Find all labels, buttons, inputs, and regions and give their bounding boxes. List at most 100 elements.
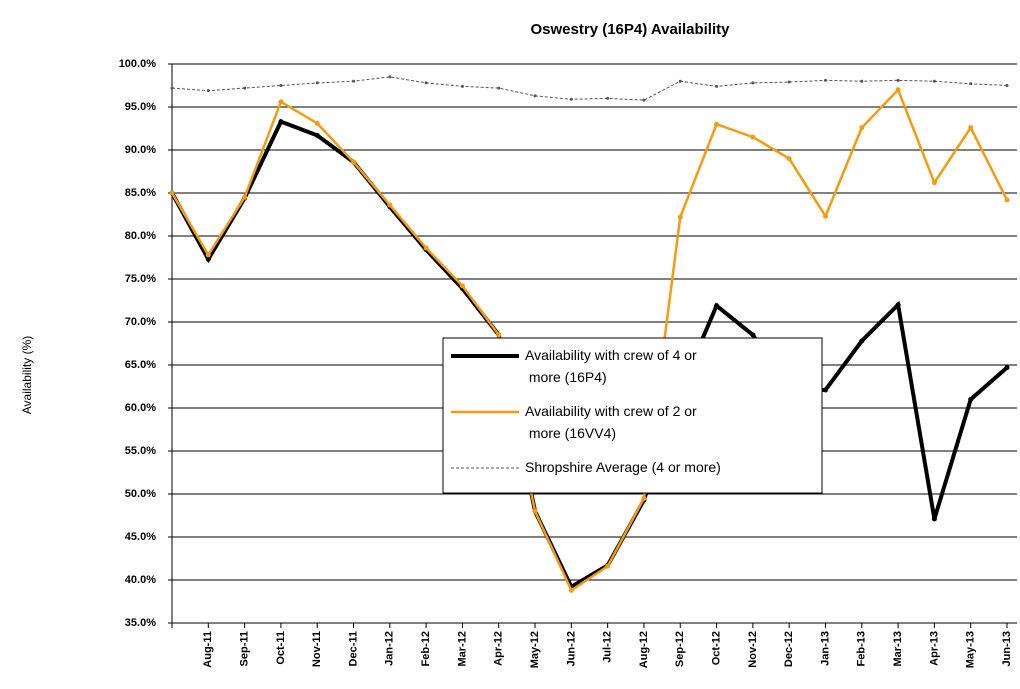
x-tick-label: May-12 bbox=[529, 631, 541, 668]
y-tick-label: 65.0% bbox=[125, 359, 156, 371]
legend-label: Availability with crew of 4 or more (16P… bbox=[525, 347, 697, 385]
point bbox=[459, 283, 465, 289]
point bbox=[352, 79, 356, 83]
point bbox=[387, 202, 393, 208]
point bbox=[968, 125, 974, 131]
point bbox=[206, 89, 210, 93]
point bbox=[314, 120, 320, 126]
x-tick-label: Aug-12 bbox=[638, 631, 650, 668]
point bbox=[351, 159, 357, 165]
x-tick-label: Oct-11 bbox=[275, 631, 287, 665]
y-axis-label: Availability (%) bbox=[20, 336, 34, 414]
point bbox=[279, 84, 283, 87]
point bbox=[1005, 84, 1009, 87]
point bbox=[423, 245, 429, 251]
point bbox=[931, 180, 937, 186]
y-tick-label: 35.0% bbox=[125, 617, 156, 629]
x-tick-label: Jan-13 bbox=[819, 631, 831, 666]
point bbox=[968, 396, 974, 402]
legend-box bbox=[442, 337, 823, 494]
x-tick-label: Feb-13 bbox=[856, 631, 868, 666]
x-tick-label: Feb-12 bbox=[420, 631, 432, 666]
chart-title: Oswestry (16P4) Availability bbox=[531, 21, 731, 38]
point bbox=[1004, 197, 1010, 203]
point bbox=[497, 86, 501, 90]
point bbox=[605, 563, 611, 569]
point bbox=[859, 125, 865, 131]
x-tick-label: Apr-13 bbox=[928, 631, 940, 666]
y-tick-label: 55.0% bbox=[125, 445, 156, 457]
y-tick-label: 100.0% bbox=[119, 58, 157, 70]
y-tick-label: 75.0% bbox=[125, 273, 156, 285]
x-tick-label: Dec-12 bbox=[783, 631, 795, 667]
point bbox=[714, 121, 720, 127]
legend-label: Availability with crew of 2 or more (16V… bbox=[525, 403, 697, 441]
y-tick-label: 80.0% bbox=[125, 230, 156, 242]
point bbox=[860, 79, 864, 83]
point bbox=[243, 86, 247, 90]
y-tick-label: 95.0% bbox=[125, 101, 156, 113]
x-tick-label: Mar-13 bbox=[892, 631, 904, 666]
point bbox=[786, 156, 792, 162]
point bbox=[895, 87, 901, 93]
point bbox=[895, 302, 901, 308]
point bbox=[859, 338, 865, 344]
point bbox=[532, 508, 538, 514]
point bbox=[533, 94, 537, 98]
x-tick-label: May-13 bbox=[965, 631, 977, 668]
point bbox=[278, 99, 284, 105]
point bbox=[242, 194, 248, 200]
x-tick-label: Oct-12 bbox=[710, 631, 722, 665]
x-tick-label: Sep-11 bbox=[239, 631, 251, 666]
series-line bbox=[170, 119, 1009, 590]
y-tick-label: 90.0% bbox=[125, 144, 156, 156]
point bbox=[460, 84, 464, 88]
y-tick-label: 70.0% bbox=[125, 316, 156, 328]
x-tick-label: Sep-12 bbox=[674, 631, 686, 667]
point bbox=[315, 81, 319, 85]
point bbox=[388, 75, 392, 79]
point bbox=[568, 587, 574, 593]
point bbox=[750, 332, 756, 338]
point bbox=[1004, 365, 1010, 371]
x-tick-label: Jun-13 bbox=[1001, 631, 1013, 666]
point bbox=[205, 252, 211, 258]
x-tick-label: Jul-12 bbox=[602, 631, 614, 663]
point bbox=[787, 80, 791, 84]
point bbox=[205, 256, 211, 262]
x-tick-label: Jan-12 bbox=[384, 631, 396, 666]
x-tick-label: Nov-12 bbox=[747, 631, 759, 668]
series-line bbox=[171, 76, 1008, 101]
point bbox=[751, 81, 755, 85]
point bbox=[932, 79, 936, 83]
point bbox=[678, 79, 682, 83]
x-tick-label: Apr-12 bbox=[493, 631, 505, 666]
legend-label: Shropshire Average (4 or more) bbox=[525, 459, 721, 475]
point bbox=[641, 495, 647, 501]
x-tick-label: Mar-12 bbox=[456, 631, 468, 666]
point bbox=[969, 82, 973, 86]
series-line bbox=[170, 87, 1009, 593]
point bbox=[314, 132, 320, 138]
point bbox=[642, 98, 646, 102]
point bbox=[569, 97, 573, 101]
point bbox=[496, 332, 502, 338]
y-tick-label: 40.0% bbox=[125, 574, 156, 586]
point bbox=[896, 78, 900, 82]
point bbox=[823, 78, 827, 82]
point bbox=[278, 119, 284, 125]
point bbox=[750, 134, 756, 140]
y-tick-label: 60.0% bbox=[125, 402, 156, 414]
point bbox=[677, 214, 683, 220]
x-tick-label: Jun-12 bbox=[565, 631, 577, 666]
point bbox=[424, 81, 428, 85]
point bbox=[170, 86, 174, 90]
point bbox=[714, 303, 720, 309]
point bbox=[931, 516, 937, 522]
x-tick-label: Aug-11 bbox=[202, 631, 214, 668]
point bbox=[715, 84, 719, 88]
x-tick-label: Nov-11 bbox=[311, 631, 323, 667]
x-tick-label: Dec-11 bbox=[347, 631, 359, 666]
y-tick-label: 50.0% bbox=[125, 488, 156, 500]
